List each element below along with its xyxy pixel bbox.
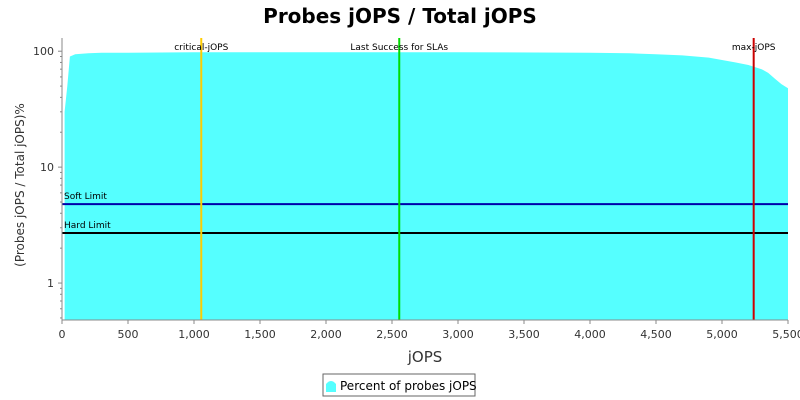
- horizontal-marker-label-hard-limit: Hard Limit: [64, 221, 111, 231]
- x-tick-label: 1,000: [178, 328, 210, 341]
- legend-label: Percent of probes jOPS: [340, 379, 477, 393]
- x-tick-label: 3,500: [508, 328, 540, 341]
- y-tick-label: 1: [47, 277, 54, 290]
- x-tick-label: 0: [59, 328, 66, 341]
- x-tick-label: 1,500: [244, 328, 276, 341]
- legend-box: [322, 373, 476, 397]
- x-axis-label: jOPS: [407, 348, 443, 366]
- x-tick-label: 5,500: [772, 328, 800, 341]
- y-tick-label: 10: [40, 161, 54, 174]
- plot-area: Soft Limit Hard Limit critical-jOPS Last Su…: [33, 38, 800, 341]
- x-tick-label: 3,000: [442, 328, 474, 341]
- x-tick-label: 4,000: [574, 328, 606, 341]
- vertical-marker-label-max-jops: max-jOPS: [732, 43, 776, 53]
- x-tick-label: 5,000: [706, 328, 738, 341]
- chart-title: Probes jOPS / Total jOPS: [263, 4, 537, 28]
- series-area: [64, 52, 789, 320]
- x-tick-label: 4,500: [640, 328, 672, 341]
- legend-swatch-icon: [326, 381, 336, 392]
- vertical-marker-label-last-success-for-slas: Last Success for SLAs: [350, 43, 448, 53]
- x-tick-label: 500: [118, 328, 139, 341]
- y-axis-label: (Probes jOPS / Total jOPS)%: [13, 103, 27, 267]
- vertical-marker-label-critical-jops: critical-jOPS: [174, 43, 228, 53]
- legend: Percent of probes jOPS: [322, 373, 477, 397]
- horizontal-marker-label-soft-limit: Soft Limit: [64, 192, 107, 202]
- x-tick-label: 2,500: [376, 328, 408, 341]
- x-tick-label: 2,000: [310, 328, 342, 341]
- y-tick-label: 100: [33, 45, 54, 58]
